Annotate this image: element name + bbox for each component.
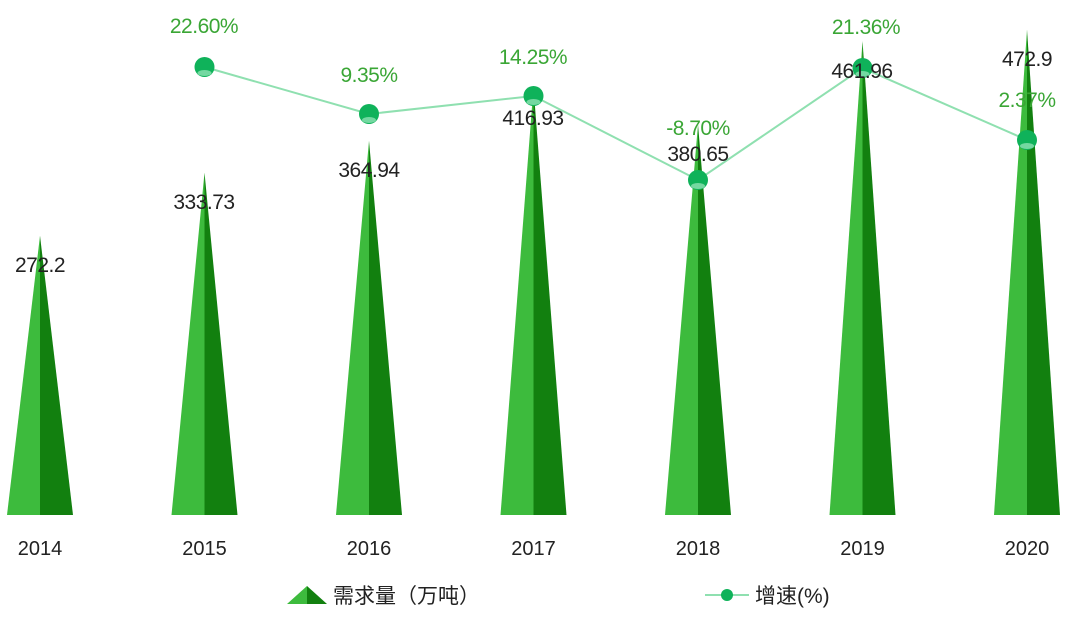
x-tick-label: 2019 (840, 538, 885, 560)
bar-2019[interactable] (829, 41, 896, 515)
bar-value-label: 333.73 (173, 191, 234, 214)
bar-value-label: 380.65 (667, 143, 728, 166)
growth-rate-label: -8.70% (666, 117, 730, 140)
bar-value-label: 461.96 (831, 60, 892, 83)
growth-rate-label: 9.35% (340, 64, 397, 87)
bar-series (7, 29, 1060, 516)
x-tick-label: 2017 (511, 538, 556, 560)
bar-2017[interactable] (500, 87, 567, 515)
x-tick-label: 2018 (676, 538, 721, 560)
bar-2015[interactable] (171, 172, 238, 515)
bar-value-label: 416.93 (502, 107, 563, 130)
growth-rate-label: 22.60% (170, 15, 238, 38)
bar-2016[interactable] (336, 140, 402, 515)
growth-rate-label: 21.36% (832, 16, 900, 39)
legend-item-demand[interactable]: 需求量（万吨） (287, 580, 480, 610)
growth-rate-label: 14.25% (499, 46, 567, 69)
x-axis: 2014 2015 2016 2017 2018 2019 2020 (18, 538, 1050, 560)
bar-2020[interactable] (994, 29, 1060, 516)
x-tick-label: 2015 (182, 538, 227, 560)
x-tick-label: 2014 (18, 538, 63, 560)
bar-value-label: 472.9 (1002, 48, 1052, 71)
bar-2014[interactable] (7, 235, 73, 516)
growth-rate-label: 2.37% (998, 89, 1055, 112)
bar-2018[interactable] (665, 124, 731, 516)
bar-value-label: 272.2 (15, 254, 65, 277)
x-tick-label: 2016 (347, 538, 392, 560)
data-labels: 272.2 333.73 364.94 416.93 380.65 461.96 472.9… (15, 15, 1056, 277)
legend-label-demand: 需求量（万吨） (333, 585, 480, 608)
triangle-bar-icon (287, 586, 327, 604)
bar-value-label: 364.94 (338, 159, 400, 182)
x-tick-label: 2020 (1005, 538, 1050, 560)
legend-item-growth[interactable]: 增速(%) (705, 580, 830, 610)
line-series (194, 57, 1037, 190)
line-marker-icon (705, 589, 749, 601)
legend-label-growth: 增速(%) (755, 585, 830, 608)
